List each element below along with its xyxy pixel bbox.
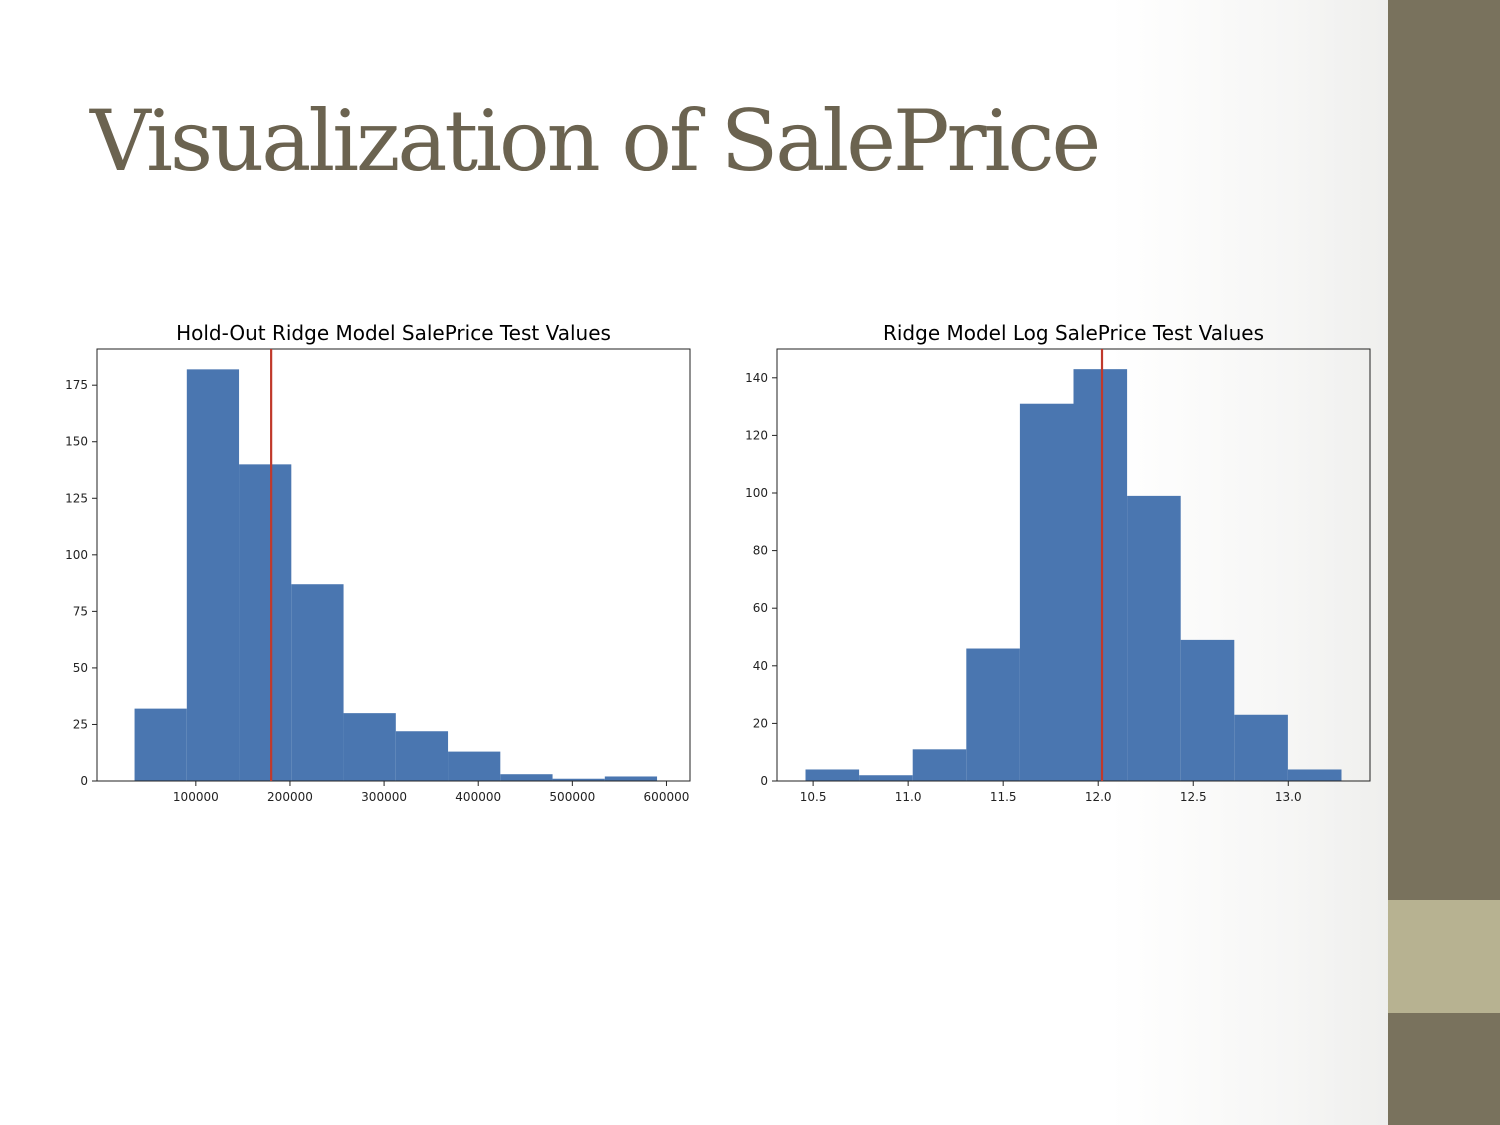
histogram-bar [448, 751, 501, 781]
histogram-bar [1287, 769, 1342, 781]
histogram-bar [1234, 714, 1288, 781]
histogram-bar [500, 774, 553, 781]
side-band-dark-top [1388, 0, 1500, 900]
histogram-bar [912, 749, 967, 781]
side-band-light [1388, 900, 1500, 1013]
histogram-bar [1180, 639, 1235, 781]
x-tick-label: 10.5 [800, 790, 827, 804]
y-tick-label: 0 [760, 774, 768, 788]
x-tick-label: 13.0 [1275, 790, 1302, 804]
plot-frame [96, 348, 691, 782]
y-tick-label: 0 [80, 774, 88, 788]
y-tick-label: 75 [73, 604, 88, 618]
y-tick-label: 80 [753, 544, 768, 558]
x-tick-label: 500000 [549, 790, 595, 804]
histogram-bar [1127, 495, 1181, 781]
histogram-saleprice: Hold-Out Ridge Model SalePrice Test Valu… [65, 321, 691, 804]
y-tick-label: 20 [753, 716, 768, 730]
histogram-log-saleprice: Ridge Model Log SalePrice Test Values 10.… [745, 321, 1371, 804]
x-tick-label: 100000 [173, 790, 219, 804]
histogram-bar [805, 769, 860, 781]
histogram-bar [134, 708, 187, 781]
x-tick-label: 11.0 [895, 790, 922, 804]
histogram-bar [239, 464, 292, 781]
histogram-bar [343, 713, 396, 781]
y-tick-label: 100 [745, 486, 768, 500]
x-tick-label: 600000 [644, 790, 690, 804]
histogram-bar [395, 731, 449, 781]
y-tick-label: 140 [745, 371, 768, 385]
y-tick-label: 125 [65, 491, 88, 505]
chart-title: Ridge Model Log SalePrice Test Values [883, 321, 1264, 345]
y-tick-label: 25 [73, 717, 88, 731]
side-band [1388, 0, 1500, 1125]
x-tick-label: 11.5 [990, 790, 1017, 804]
histogram-bar [604, 776, 658, 781]
x-tick-label: 300000 [361, 790, 407, 804]
y-tick-label: 50 [73, 661, 88, 675]
histogram-bar [859, 775, 913, 781]
histogram-bar [966, 648, 1020, 781]
side-band-dark-bottom [1388, 1013, 1500, 1125]
y-tick-label: 150 [65, 435, 88, 449]
x-tick-label: 400000 [455, 790, 501, 804]
slide-title: Visualization of SalePrice [90, 92, 1101, 190]
plot-frame [776, 348, 1371, 782]
y-tick-label: 120 [745, 428, 768, 442]
x-tick-label: 12.5 [1180, 790, 1207, 804]
chart-title: Hold-Out Ridge Model SalePrice Test Valu… [176, 321, 611, 345]
histogram-bar [552, 778, 605, 781]
x-tick-label: 12.0 [1085, 790, 1112, 804]
y-tick-label: 175 [65, 378, 88, 392]
histogram-bar [186, 369, 240, 781]
y-tick-label: 40 [753, 659, 768, 673]
histogram-bar [1019, 403, 1074, 781]
x-tick-label: 200000 [267, 790, 313, 804]
histogram-bar [1073, 369, 1128, 781]
y-tick-label: 60 [753, 601, 768, 615]
histogram-bar [291, 584, 344, 781]
y-tick-label: 100 [65, 548, 88, 562]
